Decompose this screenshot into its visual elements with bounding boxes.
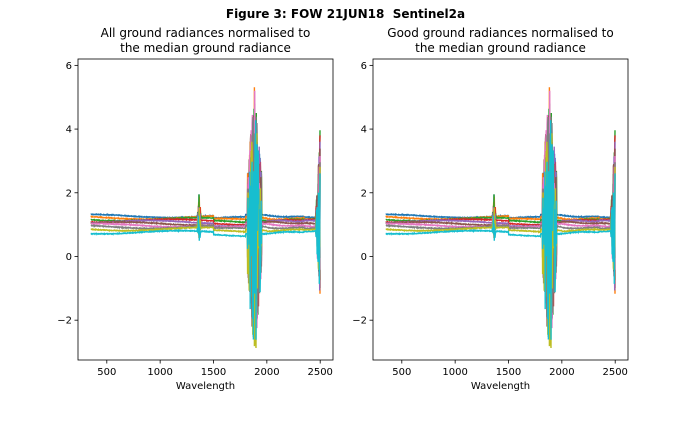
y-tick-label: −2 [352,316,367,327]
y-tick-label: 2 [361,188,367,199]
y-tick-label: 4 [361,125,367,136]
series-line [385,116,616,335]
y-tick-label: 4 [66,125,72,136]
x-tick-label: 2000 [549,367,574,378]
x-tick-label: 2000 [254,367,279,378]
y-tick-label: −2 [57,316,72,327]
x-tick-label: 500 [97,367,116,378]
x-tick-label: 500 [392,367,411,378]
x-tick-label: 1000 [442,367,467,378]
x-tick-label: 1000 [147,367,172,378]
axes-frame [77,58,334,361]
x-axis-label: Wavelength [176,381,235,392]
y-tick-label: 0 [361,252,367,263]
series-line [90,120,321,340]
series-line [90,116,321,335]
x-axis-label: Wavelength [471,381,530,392]
x-tick-label: 1500 [201,367,226,378]
chart-title: All ground radiances normalised to the me… [101,26,311,55]
y-tick-label: 6 [66,61,72,72]
series-line [90,133,321,349]
x-tick-label: 1500 [496,367,521,378]
series-line [385,134,616,335]
figure-title: Figure 3: FOW 21JUN18 Sentinel2a [225,7,466,21]
axes-frame [372,58,629,361]
series-line [385,120,616,340]
y-tick-label: 2 [66,188,72,199]
y-tick-label: 0 [66,252,72,263]
y-tick-label: 6 [361,61,367,72]
series-line [385,87,616,335]
series-line [385,133,616,349]
x-tick-label: 2500 [602,367,627,378]
x-tick-label: 2500 [307,367,332,378]
chart-title: Good ground radiances normalised to the m… [387,26,613,55]
